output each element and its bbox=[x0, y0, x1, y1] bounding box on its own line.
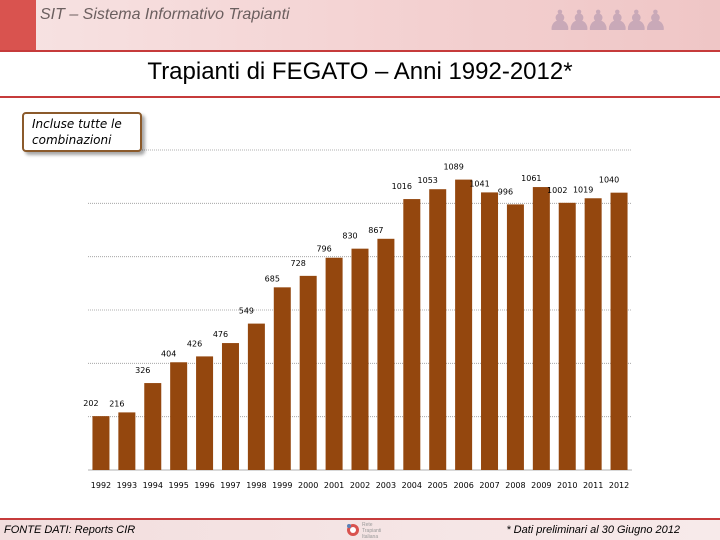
data-label-2000: 728 bbox=[291, 259, 306, 268]
x-tick-label-2001: 2001 bbox=[324, 481, 344, 490]
data-label-2004: 1016 bbox=[392, 182, 412, 191]
x-tick-label-1998: 1998 bbox=[246, 481, 266, 490]
x-tick-label-2003: 2003 bbox=[376, 481, 396, 490]
page-title: Trapianti di FEGATO – Anni 1992-2012* bbox=[147, 58, 573, 85]
x-tick-label-2012: 2012 bbox=[609, 481, 629, 490]
bar-2003 bbox=[377, 238, 395, 470]
system-title: SIT – Sistema Informativo Trapianti bbox=[40, 6, 290, 23]
data-label-2012: 1040 bbox=[599, 176, 619, 185]
x-tick-label-1995: 1995 bbox=[168, 481, 188, 490]
data-label-2002: 830 bbox=[342, 232, 357, 241]
network-logo-text: Rete Trapianti Italiana bbox=[362, 522, 382, 540]
x-tick-label-2009: 2009 bbox=[531, 481, 551, 490]
callout-line-1: Incluse tutte le bbox=[32, 117, 122, 131]
data-label-1998: 549 bbox=[239, 307, 254, 316]
data-label-1999: 685 bbox=[265, 274, 280, 283]
x-tick-label-2005: 2005 bbox=[428, 481, 448, 490]
bar-2012 bbox=[610, 192, 628, 470]
header-banner: SIT – Sistema Informativo Trapianti ♟♟♟♟… bbox=[0, 0, 720, 52]
bar-1992 bbox=[92, 416, 110, 470]
bar-2010 bbox=[558, 202, 576, 471]
x-tick-label-1992: 1992 bbox=[91, 481, 111, 490]
bar-1994 bbox=[144, 383, 162, 470]
bar-2001 bbox=[325, 257, 343, 470]
x-tick-label-1993: 1993 bbox=[117, 481, 137, 490]
x-tick-label-1997: 1997 bbox=[220, 481, 240, 490]
data-label-2003: 867 bbox=[368, 226, 383, 235]
data-label-1993: 216 bbox=[109, 399, 124, 408]
bar-2005 bbox=[429, 189, 447, 470]
data-label-1992: 202 bbox=[83, 399, 98, 408]
data-label-1997: 476 bbox=[213, 330, 228, 339]
x-tick-label-1999: 1999 bbox=[272, 481, 292, 490]
data-label-1994: 326 bbox=[135, 366, 150, 375]
bar-2007 bbox=[481, 192, 499, 470]
bar-1993 bbox=[118, 412, 136, 470]
data-label-2007: 1041 bbox=[469, 179, 489, 188]
data-label-1996: 426 bbox=[187, 339, 202, 348]
people-logo-icon: ♟♟♟♟♟♟ bbox=[547, 5, 668, 36]
data-label-2008: 996 bbox=[498, 187, 513, 196]
bar-1997 bbox=[221, 343, 239, 470]
bar-2002 bbox=[351, 248, 369, 470]
data-label-2011: 1019 bbox=[573, 185, 593, 194]
bar-2011 bbox=[584, 198, 602, 470]
data-label-2010: 1002 bbox=[547, 186, 567, 195]
data-label-2005: 1053 bbox=[418, 176, 438, 185]
bar-2009 bbox=[532, 187, 550, 471]
source-note: FONTE DATI: Reports CIR bbox=[4, 524, 136, 536]
x-tick-label-2006: 2006 bbox=[453, 481, 473, 490]
x-tick-label-1996: 1996 bbox=[194, 481, 214, 490]
bar-2004 bbox=[403, 199, 421, 471]
data-label-2001: 796 bbox=[316, 245, 331, 254]
x-tick-label-2011: 2011 bbox=[583, 481, 603, 490]
x-tick-label-1994: 1994 bbox=[143, 481, 163, 490]
data-label-1995: 404 bbox=[161, 349, 176, 358]
network-logo-icon bbox=[347, 524, 359, 536]
bar-1996 bbox=[196, 356, 214, 470]
data-label-2009: 1061 bbox=[521, 174, 541, 183]
x-tick-label-2007: 2007 bbox=[479, 481, 499, 490]
title-divider bbox=[0, 96, 720, 98]
bar-1995 bbox=[170, 362, 188, 470]
bar-2008 bbox=[506, 204, 524, 470]
callout-line-2: combinazioni bbox=[32, 133, 112, 147]
bar-2006 bbox=[455, 179, 473, 470]
footer-bar: FONTE DATI: Reports CIR Rete Trapianti I… bbox=[0, 518, 720, 540]
bar-1999 bbox=[273, 287, 291, 470]
x-tick-label-2000: 2000 bbox=[298, 481, 318, 490]
banner-accent bbox=[0, 0, 36, 50]
bar-2000 bbox=[299, 275, 317, 470]
note-callout: Incluse tutte le combinazioni bbox=[22, 112, 142, 152]
data-label-2006: 1089 bbox=[443, 163, 463, 172]
preliminary-note: * Dati preliminari al 30 Giugno 2012 bbox=[506, 524, 680, 536]
bar-1998 bbox=[247, 323, 265, 470]
x-tick-label-2008: 2008 bbox=[505, 481, 525, 490]
x-tick-label-2010: 2010 bbox=[557, 481, 577, 490]
x-tick-label-2002: 2002 bbox=[350, 481, 370, 490]
x-tick-label-2004: 2004 bbox=[402, 481, 422, 490]
